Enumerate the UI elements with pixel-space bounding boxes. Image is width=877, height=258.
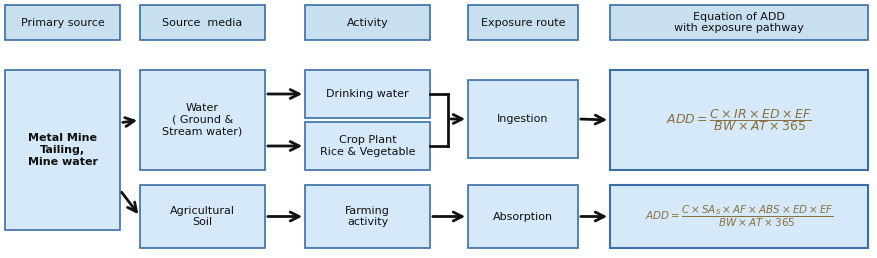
Text: Crop Plant
Rice & Vegetable: Crop Plant Rice & Vegetable [319,135,415,157]
Bar [610,5,867,40]
Bar [5,70,120,230]
Bar [467,185,577,248]
Bar [139,185,265,248]
Bar [304,122,430,170]
Text: Primary source: Primary source [20,18,104,28]
Text: Exposure route: Exposure route [481,18,565,28]
Bar [467,5,577,40]
Text: Equation of ADD
with exposure pathway: Equation of ADD with exposure pathway [674,12,803,33]
Bar [304,5,430,40]
Bar [467,80,577,158]
Text: Absorption: Absorption [492,212,553,222]
Text: Metal Mine
Tailing,
Mine water: Metal Mine Tailing, Mine water [27,133,97,167]
Text: Source  media: Source media [162,18,242,28]
Bar [304,185,430,248]
Text: Ingestion: Ingestion [496,114,548,124]
Bar [139,5,265,40]
Text: Farming
activity: Farming activity [345,206,389,227]
Text: $\mathit{ADD}=\dfrac{\mathit{C}\times \mathit{IR}\times \mathit{ED}\times \mathi: $\mathit{ADD}=\dfrac{\mathit{C}\times \m… [666,107,811,133]
Bar [139,70,265,170]
Text: $\mathit{ADD}=\dfrac{\mathit{C}\times \mathit{SA_S}\times \mathit{AF}\times \mat: $\mathit{ADD}=\dfrac{\mathit{C}\times \m… [644,204,832,229]
Text: Water
( Ground &
Stream water): Water ( Ground & Stream water) [162,103,242,136]
Bar [610,70,867,170]
Text: Drinking water: Drinking water [326,89,409,99]
Text: Activity: Activity [346,18,388,28]
Bar [304,70,430,118]
Bar [610,185,867,248]
Text: Agricultural
Soil: Agricultural Soil [170,206,235,227]
Bar [5,5,120,40]
